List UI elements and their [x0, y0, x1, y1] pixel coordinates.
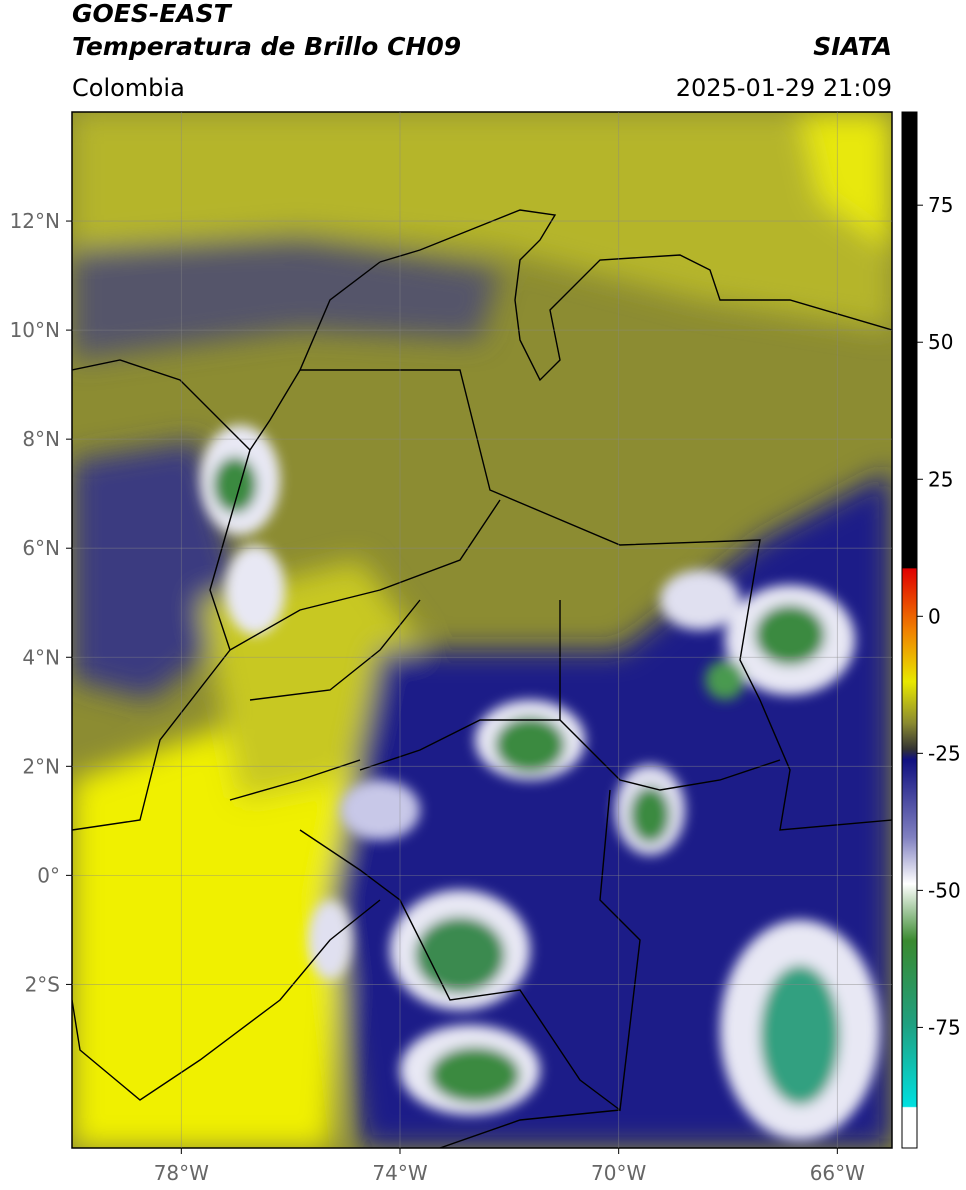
- satellite-image: [72, 112, 892, 1148]
- map-frame: [71, 111, 893, 1149]
- title: GOES-EAST: [72, 0, 233, 28]
- title: Temperatura de Brillo CH09: [72, 32, 461, 61]
- x-tick-label: 70°W: [591, 1161, 646, 1185]
- x-tick-label: 74°W: [372, 1161, 427, 1185]
- y-tick-label: 8°N: [22, 427, 60, 451]
- source: SIATA: [813, 32, 892, 61]
- colorbar-tick-label: 0: [928, 604, 941, 628]
- colorbar-tick-label: 75: [928, 193, 953, 217]
- y-tick-label: 6°N: [22, 536, 60, 560]
- y-tick-label: 12°N: [10, 209, 60, 233]
- y-tick-label: 2°S: [25, 972, 60, 996]
- y-tick-label: 4°N: [22, 645, 60, 669]
- region: Colombia: [72, 74, 185, 102]
- colorbar-tick-label: 25: [928, 467, 953, 491]
- x-tick-label: 78°W: [154, 1161, 209, 1185]
- colorbar-tick-label: -75: [928, 1015, 961, 1039]
- y-tick-label: 10°N: [10, 318, 60, 342]
- y-tick-label: 0°: [37, 863, 60, 887]
- colorbar-tick-label: -25: [928, 741, 961, 765]
- colorbar: [901, 111, 918, 1149]
- x-tick-label: 66°W: [810, 1161, 865, 1185]
- colorbar-tick-label: 50: [928, 330, 953, 354]
- colorbar-tick-label: -50: [928, 878, 961, 902]
- y-tick-label: 2°N: [22, 754, 60, 778]
- datetime: 2025-01-29 21:09: [676, 74, 892, 102]
